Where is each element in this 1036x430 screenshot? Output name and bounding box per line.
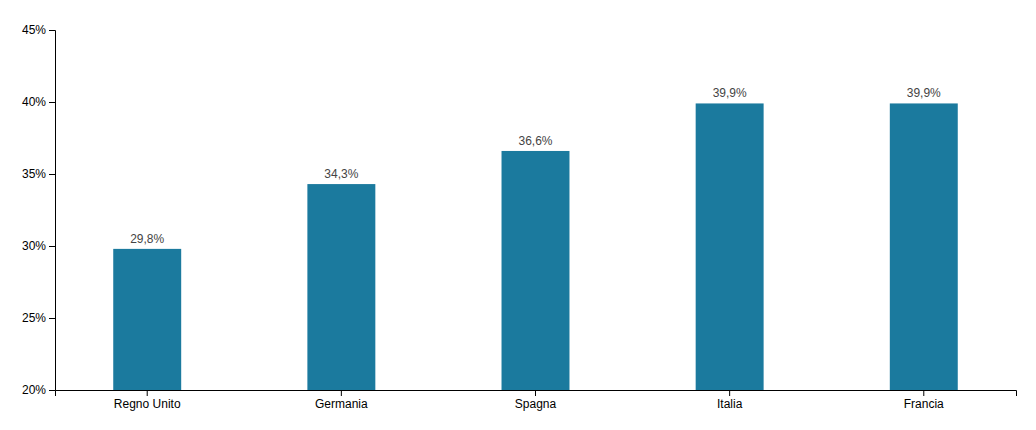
y-axis: 20% 25% 30% 35% 40% 45%: [22, 23, 56, 397]
tick-mark: [535, 390, 536, 396]
x-axis: Regno Unito Germania Spagna Italia Francia: [56, 390, 1017, 411]
plot: 20% 25% 30% 35% 40% 45% Regno Unito Germania Spa…: [22, 23, 1017, 410]
tick-mark: [49, 246, 55, 247]
tick-label: 20%: [22, 383, 46, 397]
tick-mark: [729, 390, 730, 396]
axis-line: [49, 31, 56, 391]
data-label: 29,8%: [130, 232, 164, 246]
tick-label: Italia: [717, 397, 743, 411]
tick-label: 45%: [22, 23, 46, 37]
bar: [502, 151, 570, 390]
tick: 25%: [22, 311, 55, 325]
tick-label: Spagna: [515, 397, 557, 411]
tick: Germania: [315, 390, 368, 411]
data-labels: 29,8% 34,3% 36,6% 39,9% 39,9%: [130, 86, 941, 245]
axis-line: [56, 391, 1017, 397]
tick-label: 35%: [22, 167, 46, 181]
tick: 20%: [22, 383, 55, 397]
tick: 35%: [22, 167, 55, 181]
tick-mark: [147, 390, 148, 396]
tick-mark: [49, 102, 55, 103]
tick-label: Francia: [904, 397, 944, 411]
data-label: 36,6%: [518, 134, 552, 148]
tick: 30%: [22, 239, 55, 253]
data-label: 34,3%: [324, 167, 358, 181]
tick: Spagna: [515, 390, 557, 411]
tick-label: Regno Unito: [114, 397, 181, 411]
tick-mark: [49, 318, 55, 319]
tick-mark: [923, 390, 924, 396]
bar: [307, 184, 375, 390]
chart: 20% 25% 30% 35% 40% 45% Regno Unito Germania Spa…: [0, 0, 1036, 430]
tick-mark: [49, 30, 55, 31]
bar: [890, 103, 958, 390]
bar: [113, 249, 181, 390]
tick: 40%: [22, 95, 55, 109]
tick: 45%: [22, 23, 55, 37]
tick-mark: [49, 174, 55, 175]
bars: [113, 103, 958, 390]
tick-mark: [49, 390, 55, 391]
tick-label: Germania: [315, 397, 368, 411]
tick: Regno Unito: [114, 390, 181, 411]
tick-mark: [341, 390, 342, 396]
tick-label: 25%: [22, 311, 46, 325]
data-label: 39,9%: [907, 86, 941, 100]
tick: Francia: [904, 390, 944, 411]
tick: Italia: [717, 390, 743, 411]
data-label: 39,9%: [713, 86, 747, 100]
tick-label: 30%: [22, 239, 46, 253]
tick-label: 40%: [22, 95, 46, 109]
bar: [696, 103, 764, 390]
